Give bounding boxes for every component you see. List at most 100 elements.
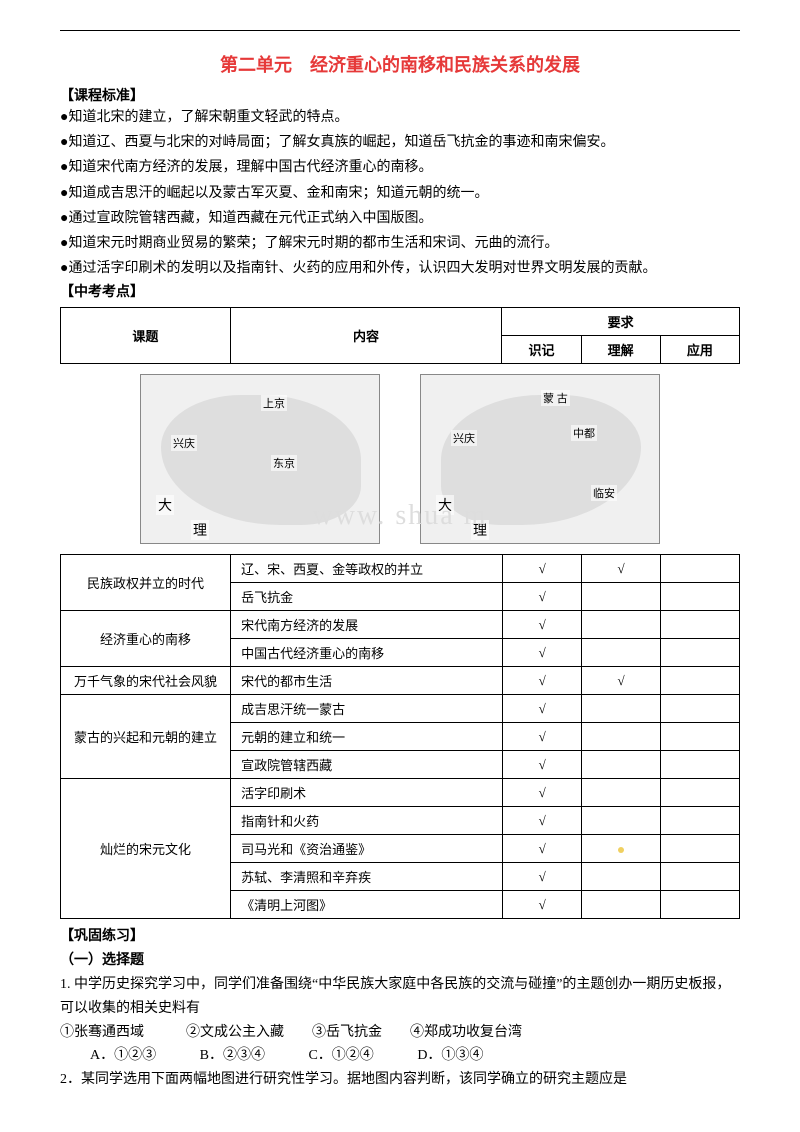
table-row: 蒙古的兴起和元朝的建立成吉思汗统一蒙古√ [61,695,740,723]
standards-section: 【课程标准】 ●知道北宋的建立，了解宋朝重文轻武的特点。●知道辽、西夏与北宋的对… [60,85,740,281]
dot-icon [618,847,624,853]
req-2: 理解 [581,336,660,364]
check-cell: √ [503,779,582,807]
q1-opt-d: D．①③④ [417,1044,483,1068]
map2-label-xingqing: 兴庆 [451,430,477,446]
col-content: 内容 [230,308,502,364]
header-table: 课题 内容 要求 识记 理解 应用 [60,307,740,364]
check-cell [582,583,661,611]
check-cell [582,751,661,779]
map2-label-menggu: 蒙 古 [541,390,570,406]
q1-text: 1. 中学历史探究学习中，同学们准备围绕“中华民族大家庭中各民族的交流与碰撞”的… [60,973,740,1021]
q1-opt-c: C．①②④ [308,1044,373,1068]
topic-cell: 灿烂的宋元文化 [61,779,231,919]
content-cell: 岳飞抗金 [231,583,503,611]
check-cell [582,891,661,919]
check-cell: √ [503,723,582,751]
topic-cell: 经济重心的南移 [61,611,231,667]
check-cell [661,723,740,751]
check-cell [661,863,740,891]
maps-row: 上京 兴庆 东京 大 理 蒙 古 兴庆 中都 临安 大 理 [60,374,740,544]
map1-label-li: 理 [191,520,209,540]
table-row: 灿烂的宋元文化活字印刷术√ [61,779,740,807]
check-cell: √ [503,835,582,863]
check-cell: √ [503,863,582,891]
check-cell: √ [503,807,582,835]
map-1: 上京 兴庆 东京 大 理 [140,374,380,544]
standard-bullet: ●通过活字印刷术的发明以及指南针、火药的应用和外传，认识四大发明对世界文明发展的… [60,256,740,281]
q2-text: 2．某同学选用下面两幅地图进行研究性学习。据地图内容判断，该同学确立的研究主题应… [60,1068,740,1092]
standard-bullet: ●知道宋代南方经济的发展，理解中国古代经济重心的南移。 [60,155,740,180]
map2-label-linan: 临安 [591,485,617,501]
check-cell: √ [582,667,661,695]
check-cell [661,807,740,835]
map1-label-shangjing: 上京 [261,395,287,411]
req-3: 应用 [660,336,739,364]
check-cell: √ [503,639,582,667]
check-cell [661,639,740,667]
check-cell [661,751,740,779]
req-1: 识记 [502,336,581,364]
check-cell [661,891,740,919]
check-cell [661,835,740,863]
col-topic: 课题 [61,308,231,364]
topic-cell: 民族政权并立的时代 [61,555,231,611]
map1-label-da: 大 [156,495,174,515]
content-cell: 《清明上河图》 [231,891,503,919]
check-cell [661,667,740,695]
content-cell: 成吉思汗统一蒙古 [231,695,503,723]
check-cell: √ [582,555,661,583]
content-cell: 元朝的建立和统一 [231,723,503,751]
practice-label: 【巩固练习】 [60,925,740,949]
check-cell [661,611,740,639]
topic-cell: 万千气象的宋代社会风貌 [61,667,231,695]
standard-bullet: ●知道成吉思汗的崛起以及蒙古军灭夏、金和南宋；知道元朝的统一。 [60,181,740,206]
content-cell: 中国古代经济重心的南移 [231,639,503,667]
map2-label-li: 理 [471,520,489,540]
check-cell [582,611,661,639]
check-cell [582,779,661,807]
check-cell [582,807,661,835]
content-cell: 辽、宋、西夏、金等政权的并立 [231,555,503,583]
q1-opt-a: A．①②③ [90,1044,156,1068]
map-2: 蒙 古 兴庆 中都 临安 大 理 [420,374,660,544]
check-cell [582,723,661,751]
map2-label-zhongdu: 中都 [571,425,597,441]
standard-bullet: ●知道辽、西夏与北宋的对峙局面；了解女真族的崛起，知道岳飞抗金的事迹和南宋偏安。 [60,130,740,155]
check-cell [661,583,740,611]
content-cell: 宋代南方经济的发展 [231,611,503,639]
check-cell [582,695,661,723]
q1-opt-b: B．②③④ [200,1044,265,1068]
q1-options: A．①②③ B．②③④ C．①②④ D．①③④ [60,1044,740,1068]
map2-label-da: 大 [436,495,454,515]
content-cell: 苏轼、李清照和辛弃疾 [231,863,503,891]
content-cell: 指南针和火药 [231,807,503,835]
standard-bullet: ●知道宋元时期商业贸易的繁荣；了解宋元时期的都市生活和宋词、元曲的流行。 [60,231,740,256]
top-rule [60,30,740,31]
content-cell: 宣政院管辖西藏 [231,751,503,779]
check-cell: √ [503,891,582,919]
table-row: 经济重心的南移宋代南方经济的发展√ [61,611,740,639]
map1-label-dongjing: 东京 [271,455,297,471]
exam-section-label: 【中考考点】 [60,281,740,301]
check-cell [661,695,740,723]
standard-bullet: ●知道北宋的建立，了解宋朝重文轻武的特点。 [60,105,740,130]
check-cell [582,835,661,863]
check-cell [582,863,661,891]
standard-bullet: ●通过宣政院管辖西藏，知道西藏在元代正式纳入中国版图。 [60,206,740,231]
q1-items: ①张骞通西域 ②文成公主入藏 ③岳飞抗金 ④郑成功收复台湾 [60,1021,740,1045]
check-cell [582,639,661,667]
practice-sub: （一）选择题 [60,949,740,973]
practice-section: 【巩固练习】 （一）选择题 1. 中学历史探究学习中，同学们准备围绕“中华民族大… [60,925,740,1092]
col-req: 要求 [502,308,740,336]
table-row: 万千气象的宋代社会风貌宋代的都市生活√√ [61,667,740,695]
topic-cell: 蒙古的兴起和元朝的建立 [61,695,231,779]
check-cell: √ [503,583,582,611]
check-cell [661,779,740,807]
content-table: 民族政权并立的时代辽、宋、西夏、金等政权的并立√√岳飞抗金√经济重心的南移宋代南… [60,554,740,919]
check-cell: √ [503,695,582,723]
check-cell: √ [503,667,582,695]
check-cell: √ [503,751,582,779]
check-cell: √ [503,611,582,639]
table-row: 民族政权并立的时代辽、宋、西夏、金等政权的并立√√ [61,555,740,583]
